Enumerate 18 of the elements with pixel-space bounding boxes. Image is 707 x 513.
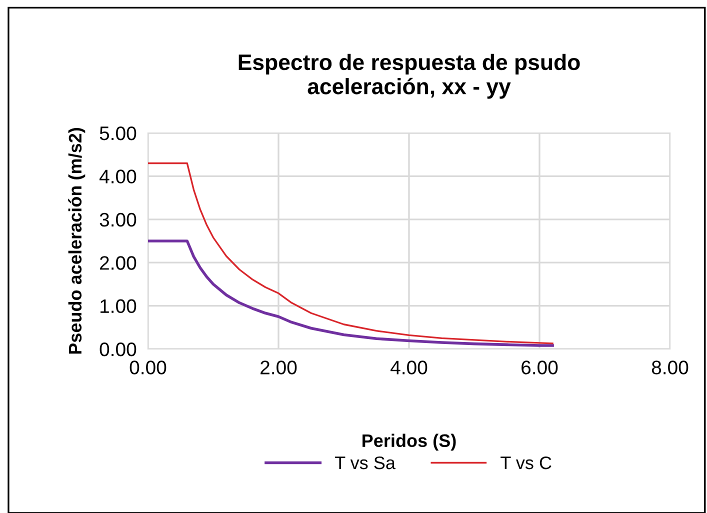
line-series xyxy=(148,162,554,344)
line-series xyxy=(148,240,554,347)
x-axis-title: Peridos (S) xyxy=(362,434,456,451)
x-tick-label: 2.00 xyxy=(260,360,297,374)
x-tick-label: 0.00 xyxy=(130,360,166,374)
x-tick-label: 8.00 xyxy=(652,360,688,374)
x-tick-label: 6.00 xyxy=(522,360,558,374)
chart-title: Espectro de respuesta de psudo aceleración, xx - yy xyxy=(238,54,580,99)
y-tick-label: 4.00 xyxy=(99,170,136,184)
x-tick-label: 4.00 xyxy=(390,360,428,374)
y-tick-label: 3.00 xyxy=(100,212,136,227)
y-axis-title: Pseudo aceleración (m/s2) xyxy=(68,128,86,354)
y-tick-label: 2.00 xyxy=(100,256,136,270)
y-tick-label: 0.00 xyxy=(100,342,136,356)
legend-label: T vs C xyxy=(500,456,552,470)
y-tick-label: 5.00 xyxy=(100,126,136,140)
legend-label: T vs Sa xyxy=(334,456,396,470)
y-tick-label: 1.00 xyxy=(100,299,136,314)
